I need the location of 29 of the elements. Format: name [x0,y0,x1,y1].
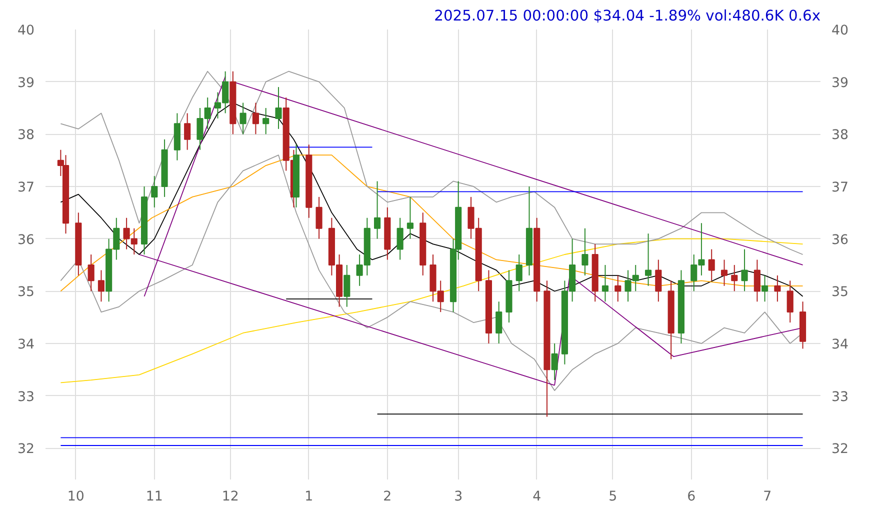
x-tick-label: 11 [146,490,163,504]
y2-tick-label: 35 [832,285,848,300]
y-tick-label: 38 [18,128,35,144]
x-tick-label: 1 [304,490,314,504]
y-tick-label: 34 [18,337,35,352]
x-tick-label: 12 [222,490,239,504]
y-tick-label: 39 [18,76,35,91]
y-tick-label: 32 [18,442,35,458]
y-tick-label: 35 [18,285,35,300]
y-tick-label: 37 [18,180,35,196]
x-tick-label: 2 [383,490,392,504]
y2-tick-label: 40 [832,24,848,38]
x-tick-label: 6 [687,490,696,504]
y2-tick-label: 37 [832,180,848,196]
y2-tick-label: 39 [832,76,848,91]
x-tick-label: 5 [608,490,618,504]
y-tick-label: 36 [18,232,35,248]
y-tick-label: 33 [18,390,35,405]
y2-tick-label: 33 [832,390,848,405]
x-tick-label: 10 [67,490,84,504]
x-tick-label: 3 [454,490,463,504]
chart-title: 2025.07.15 00:00:00 $34.04 -1.89% vol:480.6K 0.6x [434,8,821,24]
x-tick-label: 4 [532,490,542,504]
y2-tick-label: 32 [832,442,848,458]
x-tick-label: 7 [763,490,772,504]
y2-tick-label: 36 [832,232,848,248]
y2-tick-label: 34 [832,337,848,352]
y-tick-label: 40 [18,24,35,38]
y2-tick-label: 38 [832,128,848,144]
